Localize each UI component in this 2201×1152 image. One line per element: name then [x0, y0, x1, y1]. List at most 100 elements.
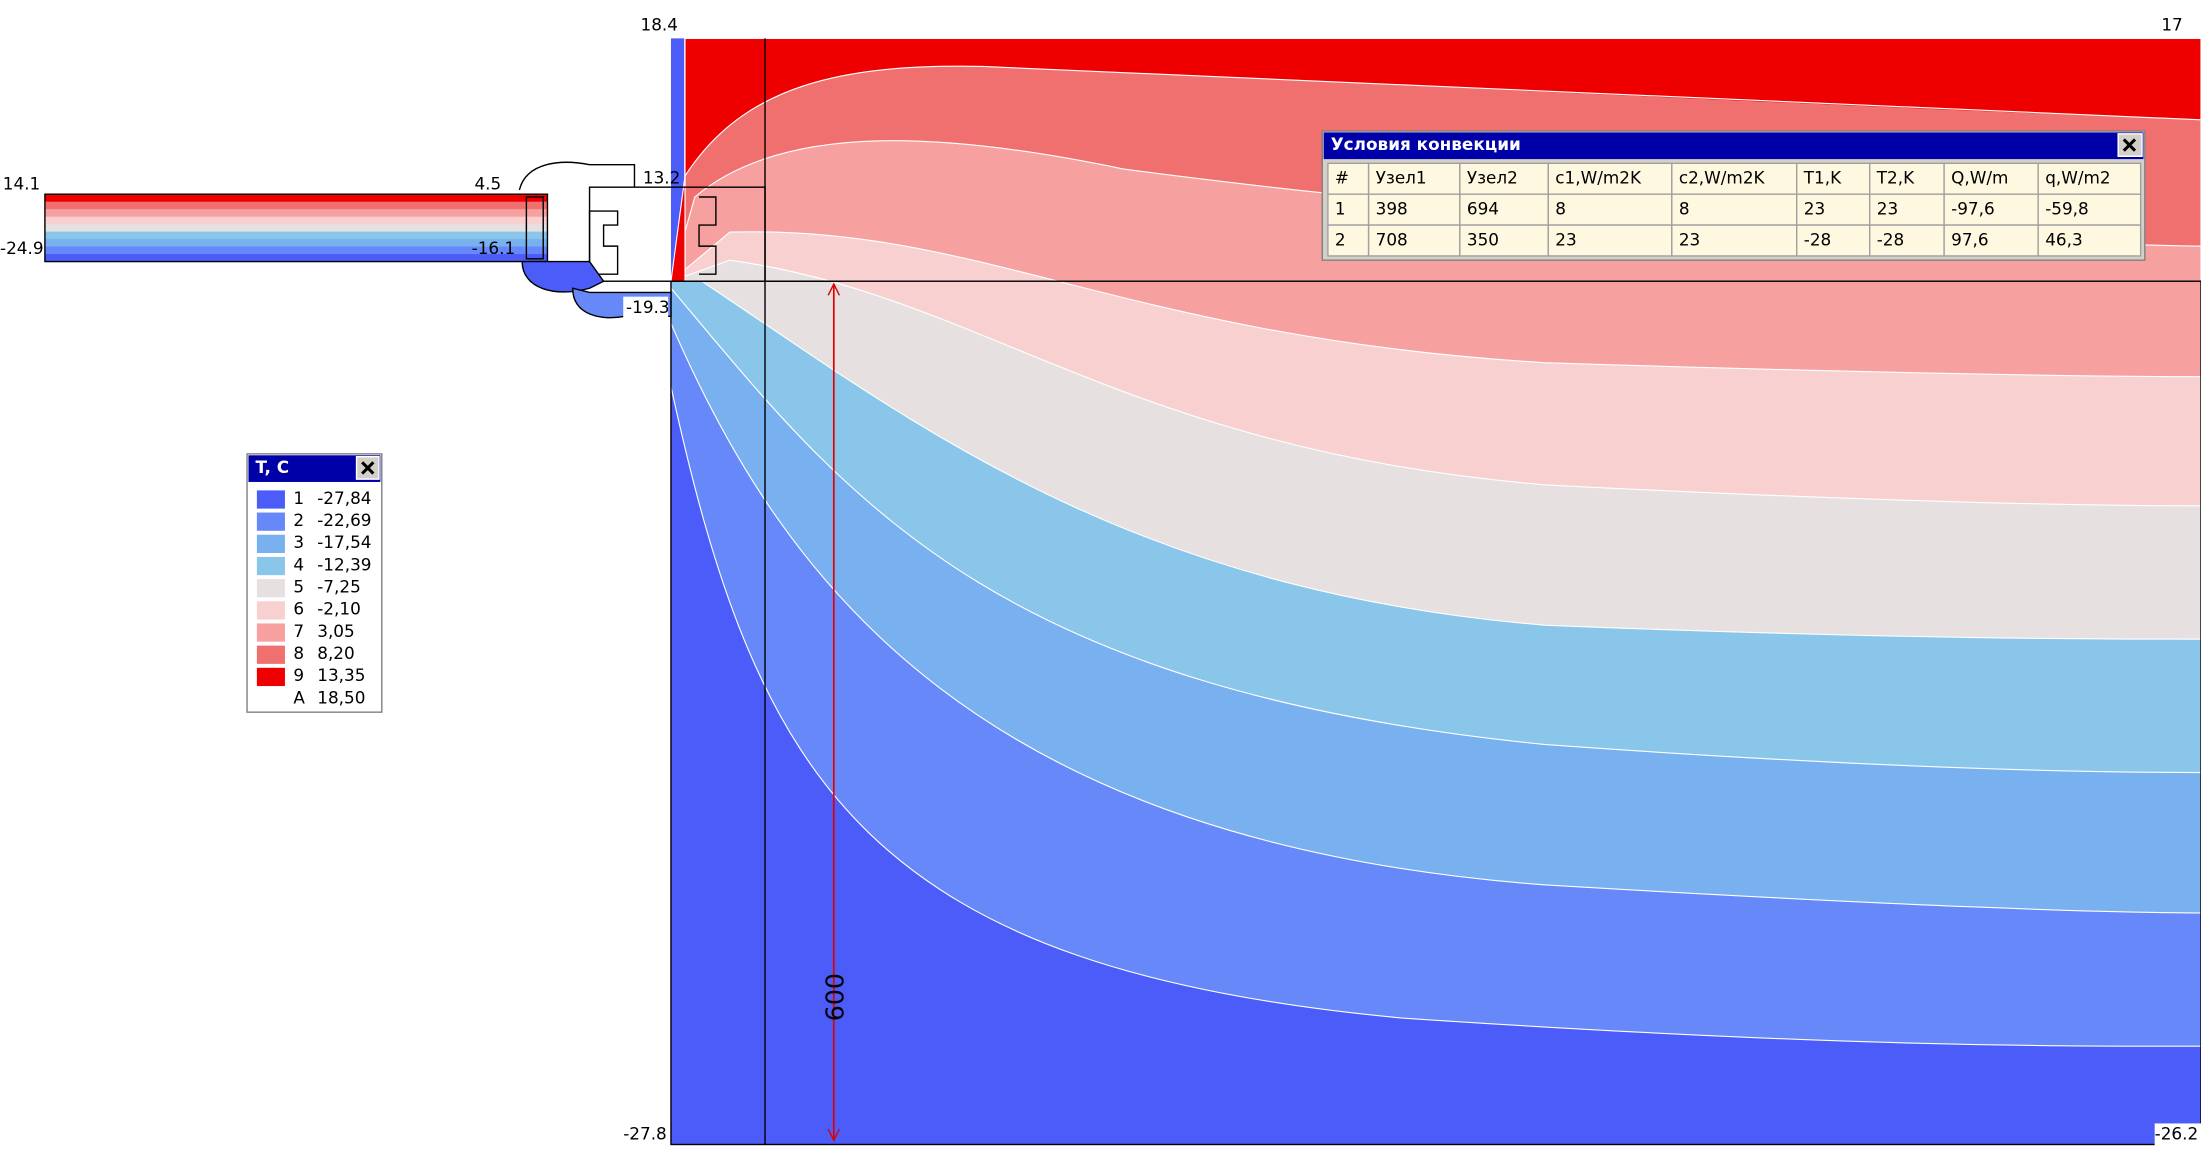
table-cell: [1367, 224, 1461, 257]
table-cell: [1459, 193, 1549, 226]
table-cell: [1796, 193, 1871, 226]
point-label: 14.1: [3, 173, 40, 193]
close-button[interactable]: [355, 455, 380, 480]
legend-index: A: [293, 687, 305, 707]
close-icon[interactable]: [361, 461, 375, 475]
table-value: -28: [1877, 230, 1905, 250]
legend-swatch: [256, 623, 285, 642]
table-header: q,W/m2: [2045, 168, 2110, 188]
glass-stripe: [44, 194, 548, 203]
point-label: 17: [2161, 15, 2182, 35]
table-value: 694: [1467, 199, 1499, 219]
glass-stripe: [44, 216, 548, 225]
point-label: -26.2: [2155, 1124, 2199, 1144]
label-bg: [2154, 1123, 2201, 1146]
glass-stripe: [44, 224, 548, 233]
legend-value: -2,10: [317, 599, 361, 619]
legend-swatch: [256, 534, 285, 553]
legend-value: -7,25: [317, 577, 361, 597]
dimension-arrows: [827, 282, 841, 1142]
table-header: Q,W/m: [1951, 168, 2008, 188]
table-header: Узел2: [1467, 168, 1518, 188]
legend-swatch: [256, 601, 285, 620]
table-value: 23: [1679, 230, 1700, 250]
table-value: 8: [1679, 199, 1690, 219]
frame-cold-part: [521, 260, 605, 293]
table-header: c1,W/m2K: [1555, 168, 1642, 188]
table-value: -28: [1804, 230, 1832, 250]
table-header: T2,K: [1876, 168, 1915, 188]
point-label: 4.5: [474, 173, 501, 193]
table-value: 46,3: [2045, 230, 2082, 250]
table-header: c2,W/m2K: [1679, 168, 1766, 188]
convection-window: Условия конвекции # Узел1 Узел2 c1,W/m2K c2,…: [1321, 130, 2146, 261]
glass-stripe: [44, 231, 548, 240]
legend-swatch: [256, 645, 285, 664]
legend-index: 7: [293, 621, 304, 641]
table-value: 350: [1467, 230, 1499, 250]
legend-swatch: [256, 512, 285, 531]
legend-index: 6: [293, 599, 304, 619]
legend-items: 1 -27,84 2 -22,69 3 -17,54 4 -12,39 5 -7,25 6 -2,10…: [256, 488, 371, 707]
table-cell: [2037, 224, 2142, 257]
close-icon[interactable]: [2122, 138, 2137, 152]
legend-value: 13,35: [317, 665, 365, 685]
table-cell: [1943, 224, 2039, 257]
point-label: -24.9: [0, 238, 44, 258]
table-cell: [1869, 224, 1945, 257]
legend-index: 2: [293, 510, 304, 530]
band: [670, 37, 2201, 282]
legend-index: 8: [293, 643, 304, 663]
legend-index: 4: [293, 554, 304, 574]
table-header: #: [1335, 168, 1349, 188]
legend-value: 3,05: [317, 621, 354, 641]
glass-stripe: [44, 246, 548, 255]
table-cell: [1671, 193, 1798, 226]
table: # Узел1 Узел2 c1,W/m2K c2,W/m2K T1,K T2,K Q,W/m…: [1327, 162, 2142, 257]
glass-stripe: [44, 254, 548, 262]
table-cell: [1547, 162, 1673, 195]
legend-swatch: [256, 490, 285, 509]
table-value: 23: [1555, 230, 1576, 250]
table-cell: [1327, 224, 1370, 257]
legend-value: -17,54: [317, 532, 371, 552]
point-label: 18.4: [641, 15, 678, 35]
point-label: -16.1: [472, 238, 516, 258]
glass-stripe: [44, 209, 548, 218]
frame-outline: [44, 38, 2201, 1146]
table-cell: [1869, 193, 1945, 226]
legend-index: 1: [293, 488, 304, 508]
table-cell: [1671, 224, 1798, 257]
table-cell: [1459, 224, 1549, 257]
table-value: 1: [1335, 199, 1346, 219]
point-label: -19.3: [626, 297, 670, 317]
table-header: T1,K: [1803, 168, 1842, 188]
point-label: -27.8: [623, 1124, 667, 1144]
table-header: Узел1: [1376, 168, 1427, 188]
table-cell: [1327, 162, 1370, 195]
table-cell: [1547, 224, 1673, 257]
close-button[interactable]: [2117, 133, 2143, 157]
label-bg: [623, 296, 669, 318]
glass-stripe: [44, 239, 548, 248]
table-value: -97,6: [1951, 199, 1995, 219]
legend-index: 3: [293, 532, 304, 552]
legend-window: T, C 1 -27,84 2 -22,69 3 -17,54 4 -12,39 5 -7,25 6…: [246, 453, 383, 713]
legend-index: 9: [293, 665, 304, 685]
legend-value: 18,50: [317, 687, 365, 707]
table-value: 398: [1376, 199, 1408, 219]
table-value: 708: [1376, 230, 1408, 250]
legend-swatch: [256, 556, 285, 576]
table-value: 8: [1555, 199, 1566, 219]
legend-swatch: [256, 667, 285, 687]
dimension-label: 600: [821, 973, 850, 1021]
table-value: 97,6: [1951, 230, 1988, 250]
table-title: Условия конвекции: [1331, 134, 1521, 154]
table-value: 23: [1877, 199, 1898, 219]
table-cell: [1547, 193, 1673, 226]
legend-value: -22,69: [317, 510, 371, 530]
table-value: 23: [1804, 199, 1825, 219]
legend-value: -12,39: [317, 554, 371, 574]
table-value: 2: [1335, 230, 1346, 250]
